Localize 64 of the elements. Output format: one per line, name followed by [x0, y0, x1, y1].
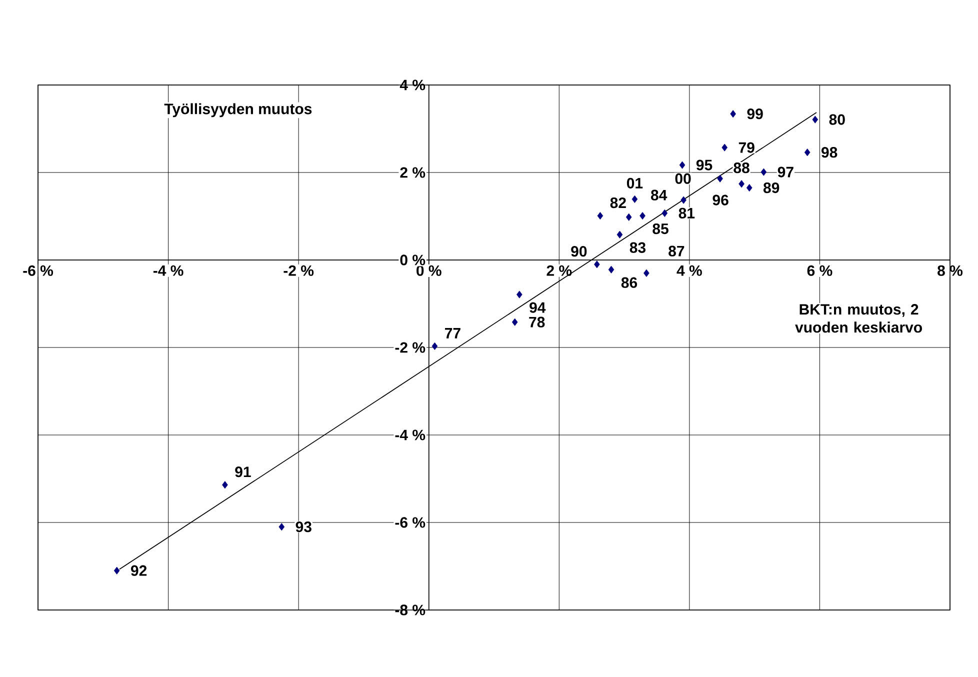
annotation: 95 — [696, 160, 712, 170]
x-tick-label: 6 % — [807, 265, 832, 276]
point — [746, 184, 752, 192]
point — [512, 318, 518, 326]
point — [632, 195, 638, 203]
point — [644, 269, 650, 277]
x-tick-label: -2 % — [284, 265, 314, 276]
x-tick-label: -4 % — [153, 265, 184, 276]
point — [626, 213, 632, 221]
y-tick-label: -2 % — [395, 342, 426, 353]
annotation: 78 — [529, 316, 545, 328]
x-tick-label: 4 % — [676, 265, 702, 276]
y-tick-label: 2 % — [400, 167, 426, 178]
annotation: 97 — [778, 166, 794, 178]
annotation: 91 — [235, 466, 251, 478]
annotation: 77 — [445, 328, 460, 338]
annotation: 82 — [610, 197, 626, 208]
point — [760, 168, 767, 176]
annotation: 98 — [822, 147, 838, 158]
point — [717, 174, 723, 182]
annotation: 96 — [712, 194, 728, 206]
x-axis-title: BKT:n muutos, 2 vuoden keskiarvo — [795, 304, 922, 333]
annotation: 79 — [738, 142, 754, 153]
point — [608, 266, 614, 274]
point — [640, 212, 646, 220]
annotation: 80 — [829, 114, 845, 125]
point — [679, 161, 686, 169]
point — [114, 566, 120, 574]
point — [680, 196, 686, 204]
annotation: 81 — [678, 208, 695, 218]
point — [738, 180, 744, 188]
point — [516, 290, 522, 298]
point — [730, 110, 736, 118]
point — [597, 212, 604, 220]
point — [432, 342, 438, 350]
annotation: 90 — [571, 246, 587, 257]
annotation: 92 — [131, 565, 147, 576]
annotation: 85 — [652, 223, 668, 234]
y-tick-label: -4 % — [395, 430, 426, 440]
annotation: 00 — [675, 173, 691, 184]
point — [594, 260, 600, 268]
annotation: 88 — [734, 162, 750, 174]
point — [662, 209, 668, 217]
point — [812, 116, 818, 124]
annotation: 94 — [530, 302, 546, 313]
x-tick-label: -6 % — [23, 265, 54, 276]
annotation: 99 — [747, 108, 763, 120]
annotation: 93 — [296, 522, 312, 532]
point — [278, 523, 285, 531]
y-axis-title: Työllisyyden muutos — [164, 103, 312, 118]
annotation: 01 — [626, 178, 643, 188]
x-tick-label: 2 % — [546, 265, 572, 276]
point — [722, 144, 728, 152]
y-tick-label: 0 % — [400, 254, 426, 266]
annotation: 89 — [763, 182, 780, 194]
point — [616, 230, 623, 238]
y-tick-label: -6 % — [395, 517, 426, 528]
annotation: 83 — [630, 242, 646, 253]
annotation: 87 — [668, 246, 684, 256]
point — [222, 481, 228, 489]
point — [804, 148, 810, 156]
annotation: 84 — [650, 190, 668, 200]
annotation: 86 — [621, 277, 638, 288]
x-tick-label: 0 % — [416, 265, 442, 276]
